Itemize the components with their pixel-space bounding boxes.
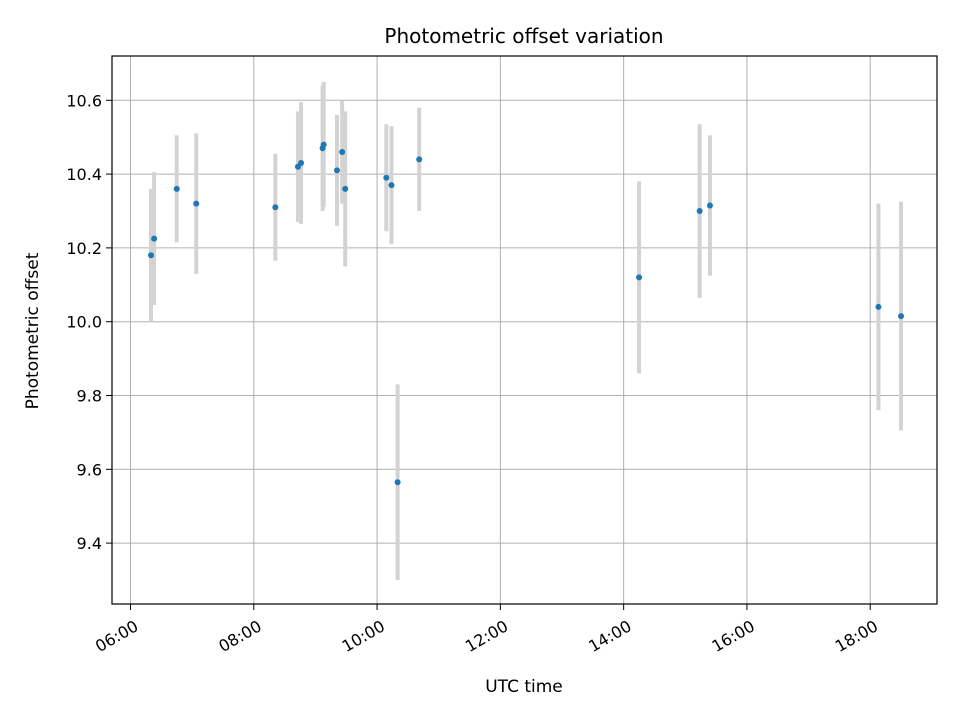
y-tick-label: 9.4 <box>77 534 102 553</box>
data-point <box>416 156 423 163</box>
y-tick-label: 9.8 <box>77 387 102 406</box>
grid-lines <box>112 56 937 604</box>
x-tick-label: 06:00 <box>92 616 141 656</box>
data-point <box>334 167 340 174</box>
data-point <box>875 303 882 310</box>
data-point <box>193 200 200 207</box>
data-point <box>394 479 401 486</box>
data-point <box>898 313 905 320</box>
y-tick-label: 9.6 <box>77 460 102 479</box>
data-point <box>706 202 713 209</box>
data-point <box>636 274 643 281</box>
x-tick-label: 18:00 <box>832 616 881 656</box>
y-tick-label: 10.4 <box>66 165 102 184</box>
plot-frame <box>111 55 938 605</box>
x-tick-label: 10:00 <box>339 616 388 656</box>
data-point <box>320 141 327 148</box>
y-tick-label: 10.6 <box>66 91 102 110</box>
x-tick-label: 16:00 <box>708 616 757 656</box>
data-point <box>383 174 390 181</box>
x-tick-label: 12:00 <box>462 616 511 656</box>
y-tick-label: 10.2 <box>66 239 102 258</box>
data-point <box>388 182 395 189</box>
y-tick-label: 10.0 <box>66 313 102 332</box>
y-axis-ticks: 9.4 9.6 9.8 10.0 10.2 10.4 10.6 <box>66 91 112 553</box>
data-point <box>151 235 158 242</box>
x-tick-label: 14:00 <box>585 616 634 656</box>
data-point <box>298 160 305 167</box>
x-tick-label: 08:00 <box>215 616 264 656</box>
error-bars <box>149 81 904 581</box>
data-point <box>342 185 349 192</box>
x-axis-label: UTC time <box>485 677 563 697</box>
data-point <box>148 252 155 259</box>
data-point <box>696 207 703 214</box>
data-point <box>173 185 180 192</box>
chart-title: Photometric offset variation <box>384 24 663 48</box>
data-points <box>148 141 905 486</box>
data-point <box>339 148 346 155</box>
data-point <box>272 204 279 211</box>
x-axis-ticks: 06:00 08:00 10:00 12:00 14:00 16:00 18:00 <box>92 604 881 656</box>
y-axis-label: Photometric offset <box>23 252 43 409</box>
